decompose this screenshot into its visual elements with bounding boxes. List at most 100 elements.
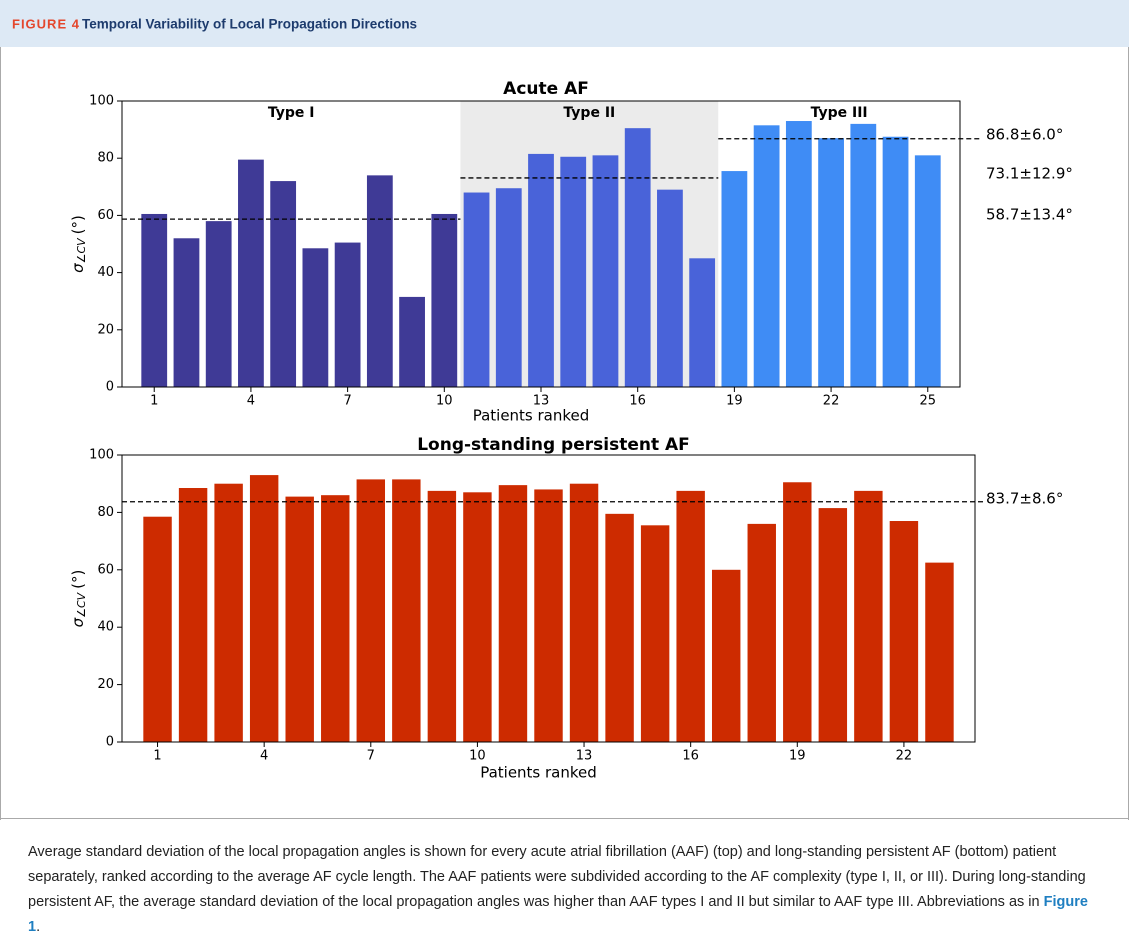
bar — [463, 192, 490, 387]
x-tick-label: 1 — [153, 749, 161, 764]
bar — [925, 562, 954, 742]
bar — [689, 258, 716, 387]
header-band — [0, 0, 1129, 47]
bar — [431, 213, 458, 387]
bar — [676, 490, 705, 742]
bar — [178, 488, 208, 742]
y-label-symbol: σ — [69, 617, 87, 627]
bar — [205, 221, 232, 387]
bar — [850, 123, 877, 387]
bar — [882, 136, 909, 387]
figure-title: Temporal Variability of Local Propagatio… — [82, 17, 417, 32]
bar — [783, 482, 812, 742]
x-tick-label: 4 — [247, 394, 255, 409]
bar — [528, 153, 554, 387]
bar — [569, 483, 599, 742]
mean-label: 86.8±6.0° — [986, 125, 1063, 143]
bar — [356, 479, 386, 742]
y-tick-label: 20 — [97, 322, 114, 337]
y-label-unit: (°) — [69, 215, 87, 234]
y-tick-label: 100 — [89, 448, 114, 463]
mean-label: 83.7±8.6° — [986, 489, 1063, 507]
bar — [238, 159, 264, 387]
x-axis-label: Patients ranked — [480, 764, 597, 782]
y-tick-label: 40 — [97, 620, 114, 635]
bar — [285, 496, 314, 742]
x-axis-label: Patients ranked — [473, 407, 590, 425]
bar — [818, 138, 844, 387]
y-label-subscript: ∠CV — [75, 237, 88, 264]
bar — [854, 490, 883, 742]
bar — [753, 125, 780, 387]
caption: Average standard deviation of the local … — [28, 840, 1103, 940]
x-tick-label: 1 — [150, 394, 158, 409]
bar — [392, 479, 421, 742]
caption-end: . — [36, 919, 41, 935]
bar — [270, 181, 297, 387]
x-tick-label: 22 — [896, 749, 913, 764]
bar — [889, 521, 919, 742]
bar — [321, 495, 350, 742]
x-tick-label: 19 — [789, 749, 806, 764]
group-label: Type II — [563, 105, 615, 121]
bar — [640, 525, 670, 742]
mean-label: 73.1±12.9° — [986, 164, 1073, 182]
x-tick-label: 16 — [629, 394, 646, 409]
mean-label: 58.7±13.4° — [986, 206, 1073, 224]
bar — [498, 485, 528, 742]
x-tick-label: 16 — [682, 749, 699, 764]
group-label: Type III — [811, 105, 868, 121]
y-axis-label: σ∠CV (°) — [69, 215, 89, 273]
plot-frame — [121, 454, 976, 743]
y-label-symbol: σ — [69, 263, 87, 273]
y-tick-label: 20 — [97, 677, 114, 692]
bar — [914, 155, 941, 387]
x-tick-label: 19 — [726, 394, 743, 409]
x-tick-label: 4 — [260, 749, 268, 764]
figure: FIGURE 4 Temporal Variability of Local P… — [0, 0, 1129, 820]
bar — [560, 156, 587, 387]
bar — [785, 121, 812, 388]
y-tick-label: 0 — [106, 380, 114, 395]
bar — [495, 188, 522, 387]
figure-label: FIGURE 4 — [12, 16, 80, 31]
x-tick-label: 7 — [367, 749, 375, 764]
y-tick-label: 0 — [106, 735, 114, 750]
figure-link[interactable]: Figure 1 — [28, 894, 1088, 935]
x-tick-label: 13 — [576, 749, 593, 764]
bar — [143, 516, 172, 742]
bar — [249, 475, 279, 742]
x-tick-label: 7 — [343, 394, 351, 409]
bar — [399, 296, 425, 387]
y-tick-label: 60 — [97, 562, 114, 577]
x-tick-label: 22 — [823, 394, 840, 409]
bar — [463, 492, 492, 742]
y-label-subscript: ∠CV — [75, 591, 88, 618]
bar — [214, 483, 243, 742]
bar — [818, 508, 848, 742]
bar — [624, 128, 651, 388]
caption-text: Average standard deviation of the local … — [28, 844, 1086, 910]
bar — [592, 155, 619, 387]
bar — [721, 171, 748, 387]
x-tick-label: 25 — [919, 394, 936, 409]
y-label-unit: (°) — [69, 570, 87, 589]
bar — [173, 238, 200, 387]
bar — [334, 242, 361, 387]
y-tick-label: 40 — [97, 265, 114, 280]
y-axis-label: σ∠CV (°) — [69, 570, 89, 628]
bar — [427, 490, 457, 742]
y-tick-label: 80 — [97, 151, 114, 166]
x-tick-label: 10 — [469, 749, 486, 764]
bar — [747, 523, 776, 742]
group-label: Type I — [268, 105, 315, 121]
chart-title: Acute AF — [503, 79, 589, 99]
bar — [141, 213, 168, 387]
bar — [366, 175, 393, 387]
chart-title: Long-standing persistent AF — [417, 435, 690, 455]
x-tick-label: 13 — [533, 394, 550, 409]
bar — [605, 513, 634, 742]
bar — [302, 248, 329, 387]
y-tick-label: 60 — [97, 208, 114, 223]
